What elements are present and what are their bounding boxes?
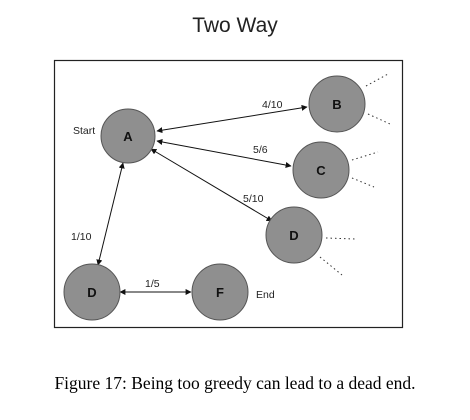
node-b: B xyxy=(308,75,366,133)
node-d-right: D xyxy=(265,206,323,264)
dots-c-up xyxy=(351,151,379,161)
node-a-label: A xyxy=(123,129,133,144)
dots-d-down xyxy=(319,256,343,276)
edge-a-d-left xyxy=(96,162,125,266)
edge-label-a-d-right: 5/10 xyxy=(243,193,264,205)
edge-label-a-d-left: 1/10 xyxy=(71,231,92,243)
node-a: A xyxy=(100,108,156,164)
node-f-label: F xyxy=(216,285,224,300)
figure-title: Two Way xyxy=(192,14,278,37)
node-f: F xyxy=(191,263,249,321)
edge-a-b xyxy=(156,104,308,134)
edge-a-c xyxy=(156,139,292,168)
node-b-label: B xyxy=(332,97,341,112)
dots-d-right xyxy=(325,237,356,240)
start-label: Start xyxy=(73,125,95,137)
edge-label-a-b: 4/10 xyxy=(262,99,283,111)
edge-label-d-f: 1/5 xyxy=(145,278,160,290)
figure-caption: Figure 17: Being too greedy can lead to … xyxy=(54,373,416,393)
node-c-label: C xyxy=(316,163,326,178)
node-d-right-label: D xyxy=(289,228,298,243)
dots-b-down xyxy=(367,113,391,125)
node-d-left: D xyxy=(63,263,121,321)
edge-a-d-right xyxy=(150,148,273,222)
diagram-frame xyxy=(53,59,404,329)
node-c: C xyxy=(292,141,350,199)
node-d-left-label: D xyxy=(87,285,96,300)
end-label: End xyxy=(256,289,275,301)
edge-label-a-c: 5/6 xyxy=(253,144,268,156)
dots-c-down xyxy=(351,177,375,188)
dots-b-up xyxy=(365,73,389,87)
